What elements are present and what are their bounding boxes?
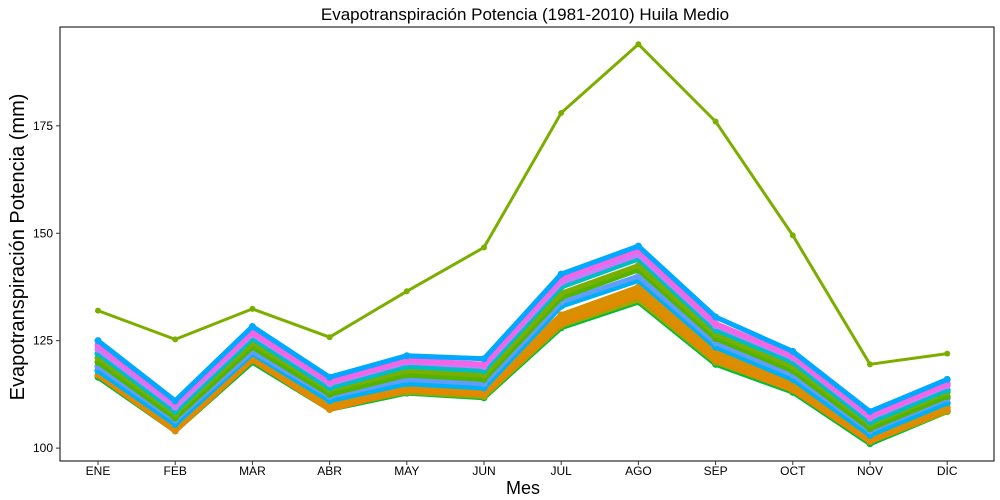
x-tick-label: ENE (86, 464, 111, 478)
data-point (557, 311, 565, 319)
series-line (96, 247, 949, 419)
data-point (867, 361, 873, 368)
data-point (943, 375, 951, 383)
y-tick-label: 150 (33, 226, 53, 240)
series-layer (94, 41, 951, 448)
data-point (481, 244, 487, 251)
y-tick-label: 125 (33, 334, 53, 348)
data-point (634, 242, 642, 250)
data-point (558, 109, 565, 116)
data-point (480, 360, 488, 368)
x-tick-label: AGO (625, 464, 652, 478)
data-point (95, 307, 101, 314)
data-point (789, 232, 796, 239)
axis-layer: 100 125 150 175 ENE FEB MAR ABR MAY JUN JUL AGO SEP O… (33, 119, 958, 478)
data-point (944, 350, 951, 357)
data-point (172, 336, 179, 343)
plot-panel-border (59, 26, 995, 462)
series-line (96, 273, 949, 434)
series-1 (95, 41, 951, 368)
x-tick-label: OCT (780, 464, 806, 478)
x-tick-label: ABR (317, 464, 342, 478)
data-point (789, 347, 797, 355)
series-line (96, 243, 949, 415)
data-point (171, 397, 179, 405)
data-point (326, 334, 333, 341)
data-point (326, 373, 334, 381)
y-tick-label: 100 (33, 441, 53, 455)
data-point (403, 288, 410, 295)
series-line (96, 263, 949, 427)
series-2 (94, 242, 951, 416)
series-line (96, 293, 949, 445)
x-tick-label: JUN (472, 464, 495, 478)
data-point (712, 319, 720, 327)
x-tick-label: FEB (164, 464, 187, 478)
data-point (712, 118, 719, 125)
x-tick-label: MAY (394, 464, 419, 478)
data-point (712, 313, 720, 321)
x-axis-label: Mes (506, 478, 540, 498)
data-point (403, 352, 411, 360)
chart-title: Evapotranspiración Potencia (1981-2010) … (321, 5, 729, 24)
y-axis-label: Evapotranspiración Potencia (mm) (7, 94, 29, 401)
y-tick-label: 175 (33, 119, 53, 133)
x-tick-label: MAR (239, 464, 266, 478)
x-tick-label: JUL (551, 464, 573, 478)
data-point (866, 408, 874, 416)
data-point (248, 323, 256, 331)
x-tick-label: NOV (857, 464, 883, 478)
series-line (96, 256, 949, 425)
data-point (635, 41, 642, 48)
x-tick-label: DIC (937, 464, 958, 478)
data-point (94, 337, 102, 345)
series-line (96, 267, 949, 432)
x-tick-label: SEP (704, 464, 728, 478)
series-line (97, 42, 948, 366)
data-point (480, 355, 488, 363)
data-point (557, 270, 565, 278)
data-point (249, 305, 256, 312)
